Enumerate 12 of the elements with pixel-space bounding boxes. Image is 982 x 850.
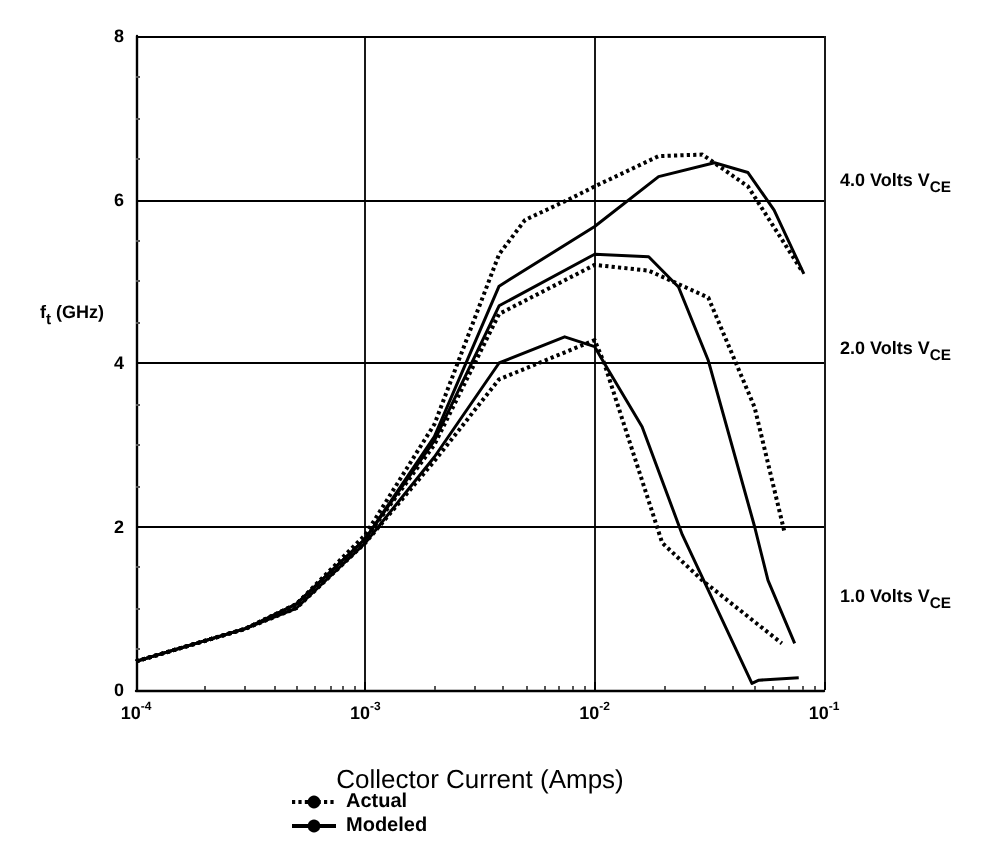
y-tick-label: 0	[113, 680, 124, 700]
y-tick-label: 6	[113, 189, 124, 210]
y-axis-title: f$_{t}$ (GHz)	[40, 302, 105, 328]
text: 2.0 Volts V$_{CE}$	[840, 338, 951, 364]
y-tick-label: 8	[113, 26, 124, 46]
y-tick-label: 4	[113, 353, 124, 373]
y-tick-label: 2	[113, 516, 124, 537]
x-axis-title: Collector Current (Amps)	[336, 764, 624, 794]
legend-label: Actual	[346, 791, 408, 813]
text: 4.0 Volts V$_{CE}$	[840, 170, 951, 196]
legend-label: Modeled	[346, 815, 428, 837]
text: 1.0 Volts V$_{CE}$	[840, 586, 951, 612]
